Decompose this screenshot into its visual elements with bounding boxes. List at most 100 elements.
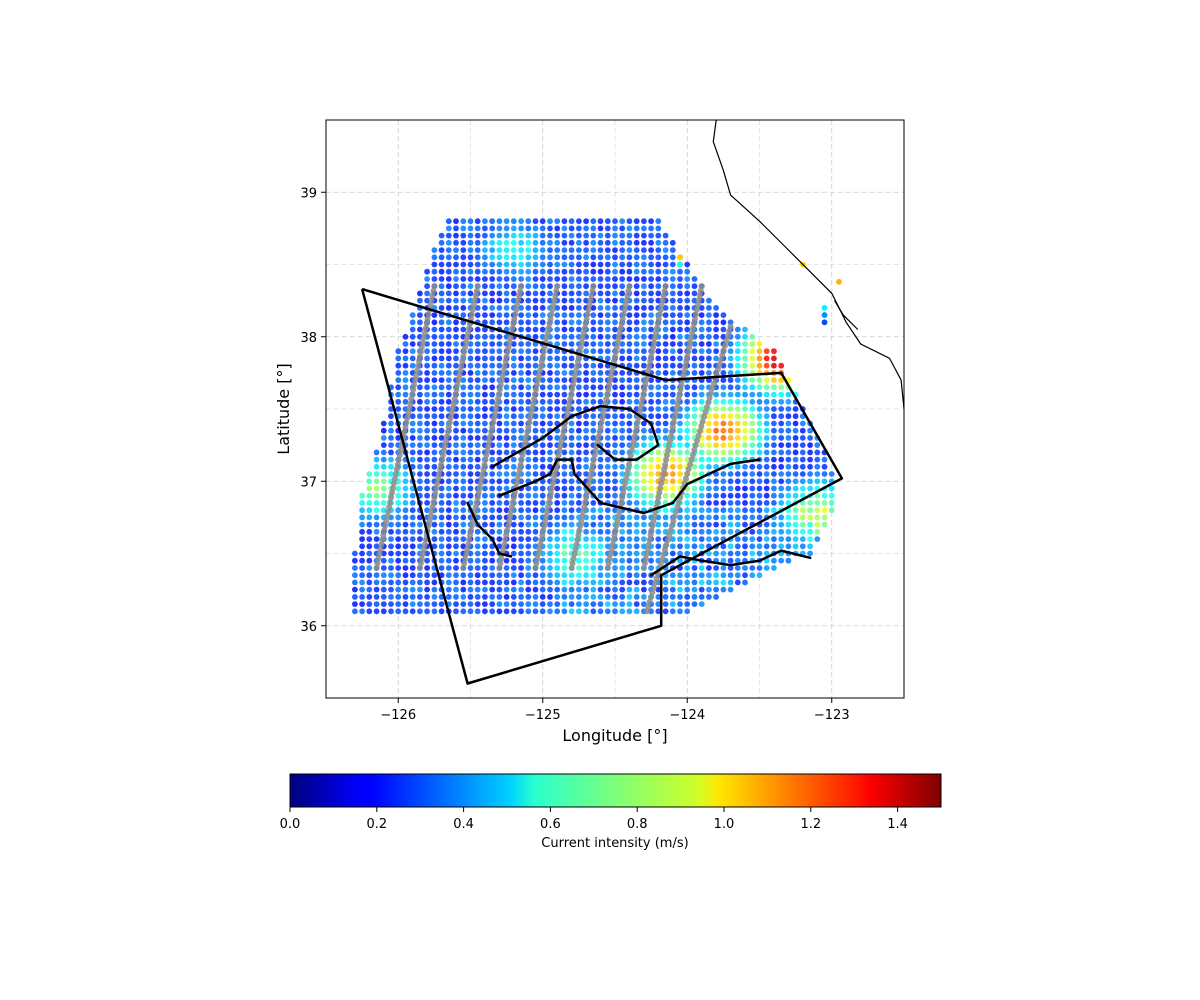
current-point xyxy=(627,334,633,340)
current-point xyxy=(497,601,503,607)
current-point xyxy=(699,486,705,492)
current-point xyxy=(598,341,604,347)
current-point xyxy=(511,276,517,282)
current-point xyxy=(504,450,510,456)
current-point xyxy=(562,377,568,383)
current-point xyxy=(417,529,423,535)
current-point xyxy=(634,283,640,289)
current-point xyxy=(576,572,582,578)
current-point xyxy=(692,384,698,390)
current-point xyxy=(713,406,719,412)
current-point xyxy=(388,450,394,456)
current-point xyxy=(562,247,568,253)
current-point xyxy=(814,464,820,470)
current-point xyxy=(749,384,755,390)
colorbar-tick-label: 0.4 xyxy=(453,817,474,832)
current-point xyxy=(432,312,438,318)
current-point xyxy=(518,392,524,398)
current-point xyxy=(410,529,416,535)
current-point xyxy=(721,507,727,513)
current-point xyxy=(533,327,539,333)
current-point xyxy=(677,457,683,463)
current-point xyxy=(807,486,813,492)
current-point xyxy=(634,262,640,268)
current-point xyxy=(735,327,741,333)
current-point xyxy=(627,572,633,578)
current-point xyxy=(453,305,459,311)
current-point xyxy=(590,500,596,506)
current-point xyxy=(424,283,430,289)
current-point xyxy=(692,348,698,354)
current-point xyxy=(590,543,596,549)
current-point xyxy=(460,392,466,398)
current-point xyxy=(829,500,835,506)
current-point xyxy=(771,442,777,448)
current-point xyxy=(424,384,430,390)
current-point xyxy=(634,298,640,304)
current-point xyxy=(453,601,459,607)
current-point xyxy=(569,312,575,318)
current-point xyxy=(504,291,510,297)
current-point xyxy=(446,551,452,557)
current-point xyxy=(569,363,575,369)
current-point xyxy=(786,529,792,535)
current-point xyxy=(439,428,445,434)
current-point xyxy=(598,522,604,528)
current-point xyxy=(728,543,734,549)
current-point xyxy=(489,594,495,600)
current-point xyxy=(771,558,777,564)
current-point xyxy=(540,291,546,297)
current-point xyxy=(670,291,676,297)
current-point xyxy=(554,399,560,405)
current-point xyxy=(728,399,734,405)
current-point xyxy=(468,450,474,456)
colorbar-tick-label: 0.2 xyxy=(366,817,387,832)
current-point xyxy=(410,363,416,369)
current-point xyxy=(684,543,690,549)
current-point xyxy=(663,319,669,325)
current-point xyxy=(619,421,625,427)
current-point xyxy=(482,413,488,419)
current-point xyxy=(547,269,553,275)
current-point xyxy=(590,507,596,513)
current-point xyxy=(446,283,452,289)
current-point xyxy=(771,356,777,362)
current-point xyxy=(598,392,604,398)
current-point xyxy=(612,319,618,325)
current-point xyxy=(439,421,445,427)
current-point xyxy=(432,413,438,419)
current-point xyxy=(793,536,799,542)
current-point xyxy=(540,276,546,282)
current-point xyxy=(504,392,510,398)
current-point xyxy=(605,283,611,289)
current-point xyxy=(504,254,510,260)
current-point xyxy=(663,356,669,362)
current-point xyxy=(453,536,459,542)
current-point xyxy=(381,428,387,434)
current-point xyxy=(814,500,820,506)
current-point xyxy=(598,457,604,463)
current-point xyxy=(728,522,734,528)
current-point xyxy=(576,565,582,571)
current-point xyxy=(569,276,575,282)
current-point xyxy=(446,486,452,492)
current-point xyxy=(417,327,423,333)
current-point xyxy=(460,500,466,506)
current-point xyxy=(583,529,589,535)
current-point xyxy=(648,457,654,463)
current-point xyxy=(432,399,438,405)
current-point xyxy=(533,262,539,268)
current-point xyxy=(569,572,575,578)
current-point xyxy=(742,341,748,347)
current-point xyxy=(706,478,712,484)
current-point xyxy=(569,580,575,586)
current-point xyxy=(403,384,409,390)
current-point xyxy=(713,500,719,506)
current-point xyxy=(721,587,727,593)
current-point xyxy=(677,363,683,369)
current-point xyxy=(562,254,568,260)
current-point xyxy=(518,226,524,232)
current-point xyxy=(757,421,763,427)
current-point xyxy=(757,377,763,383)
current-point xyxy=(619,464,625,470)
